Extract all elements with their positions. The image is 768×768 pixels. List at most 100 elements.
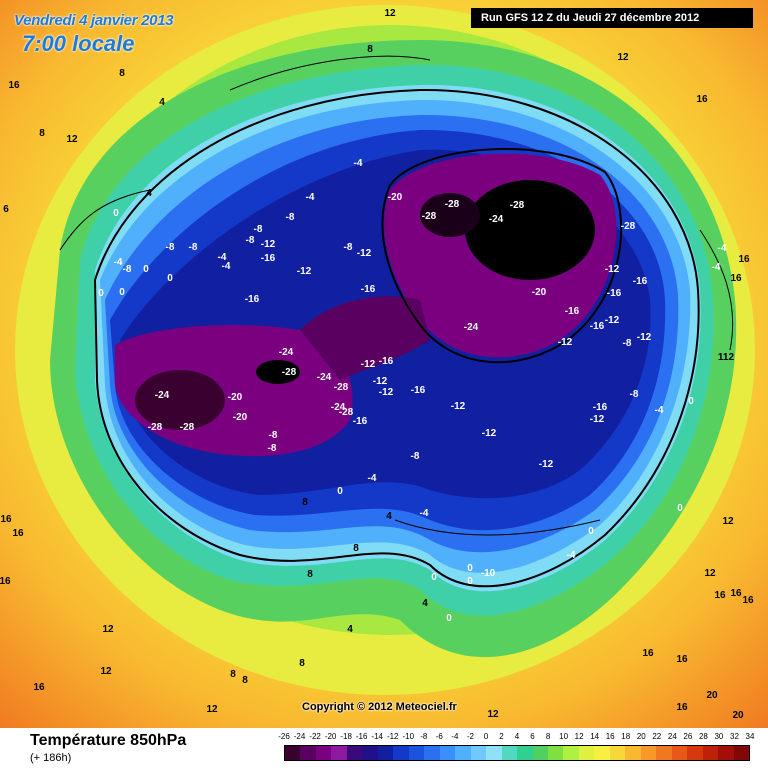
isotherm-value-label: -24 [155,390,170,401]
scale-label: -26 [278,732,290,741]
scale-label: 6 [530,732,535,741]
isotherm-value-label: 16 [696,94,708,105]
color-scale-bar [284,745,750,761]
scale-label: 14 [590,732,600,741]
isotherm-value-label: 12 [66,134,78,145]
isotherm-value-label: -8 [630,389,639,400]
scale-label: 32 [730,732,739,741]
isotherm-value-label: -12 [297,266,312,277]
isotherm-value-label: -4 [222,261,231,272]
isotherm-value-label: -28 [282,367,297,378]
scale-swatch [578,746,595,760]
run-info: Run GFS 12 Z du Jeudi 27 décembre 2012 [471,8,753,28]
isotherm-value-label: -28 [148,422,163,433]
scale-label: 0 [483,732,489,741]
scale-swatch [439,746,456,760]
forecast-offset: (+ 186h) [30,752,72,764]
isotherm-value-label: -16 [607,288,622,299]
scale-label: -12 [386,732,399,741]
isotherm-value-label: 0 [467,576,473,587]
scale-swatch [625,746,641,760]
scale-swatch [671,746,688,760]
scale-swatch [733,746,750,760]
isotherm-value-label: -8 [268,443,277,454]
scale-swatch [517,746,533,760]
isotherm-value-label: -12 [261,239,276,250]
isotherm-value-label: -16 [411,385,426,396]
scale-swatch [346,746,363,760]
isotherm-value-label: 0 [113,208,119,219]
isotherm-value-label: -20 [233,412,248,423]
isotherm-value-label: -16 [261,253,276,264]
scale-label: 4 [514,732,520,741]
scale-label: -4 [451,732,459,741]
scale-swatch [656,746,672,760]
minus-twenty-isotherm [381,148,623,364]
scale-label: 34 [745,732,755,741]
scale-swatch [640,746,657,760]
isotherm-value-label: -28 [510,200,525,211]
isotherm-value-label: 12 [206,704,218,715]
isotherm-value-label: 12 [102,624,114,635]
isotherm-value-label: -12 [558,337,573,348]
isotherm-value-label: -28 [339,407,354,418]
isotherm-value-label: -8 [123,264,132,275]
isotherm-value-label: 16 [8,80,20,91]
isotherm-value-label: -12 [605,264,620,275]
isotherm-value-label: 0 [446,613,452,624]
isotherm-value-label: 0 [588,526,594,537]
isotherm-value-label: 0 [337,486,343,497]
scale-label: 18 [621,732,631,741]
isotherm-value-label: 12 [722,516,734,527]
isotherm-value-label: -8 [189,242,198,253]
scale-label: 20 [636,732,646,741]
isotherm-value-label: 16 [642,648,654,659]
isotherm-value-label: -4 [712,262,721,273]
temperature-map: 12 8 8 16 12 16 4 8 12 4 0 -4 -4 -20 -28 -28 -28 -24 -28 -8… [0,0,768,728]
isotherm-value-label: -20 [388,192,403,203]
isotherm-value-label: -16 [245,294,260,305]
scale-label: -6 [435,732,443,741]
isotherm-value-label: 4 [422,598,428,609]
isotherm-value-label: -20 [532,287,547,298]
scale-swatch [563,746,579,760]
scale-label: -2 [466,732,474,741]
isotherm-value-label: -4 [354,158,363,169]
isotherm-value-label: 6 [3,204,9,215]
scale-label: 28 [698,732,708,741]
scale-label: 24 [667,732,677,741]
zero-isotherm [93,88,700,588]
dark-core-west-2 [135,370,225,430]
forecast-date: Vendredi 4 janvier 2013 [14,12,174,29]
isotherm-value-label: -24 [317,372,332,383]
scale-label: -14 [371,732,383,741]
isotherm-value-label: 12 [100,666,112,677]
isotherm-value-label: -12 [379,387,394,398]
isotherm-value-label: 8 [242,675,248,686]
isotherm-value-label: 16 [33,682,45,693]
copyright: Copyright © 2012 Meteociel.fr [302,701,457,713]
isotherm-value-label: -4 [420,508,429,519]
scale-swatch [547,746,564,760]
scale-swatch [594,746,610,760]
scale-label: 30 [714,732,724,741]
isotherm-value-label: 0 [467,563,473,574]
isotherm-value-label: 4 [386,511,392,522]
isotherm-value-label: -24 [489,214,504,225]
scale-label: -20 [324,732,337,741]
isotherm-value-label: 12 [487,709,499,720]
isotherm-value-label: -12 [451,401,466,412]
isotherm-value-label: -12 [605,315,620,326]
isotherm-value-label: -12 [539,459,554,470]
isotherm-value-label: -8 [411,451,420,462]
isotherm-value-label: 12 [704,568,716,579]
isotherm-value-label: 4 [146,188,152,199]
isotherm-value-label: -4 [368,473,377,484]
isotherm-value-label: -12 [361,359,376,370]
isotherm-value-label: -20 [228,392,243,403]
isotherm-value-label: 8 [39,128,45,139]
isotherm-value-label: 4 [347,624,353,635]
isotherm-value-label: -28 [445,199,460,210]
isotherm-value-label: -28 [334,382,349,393]
